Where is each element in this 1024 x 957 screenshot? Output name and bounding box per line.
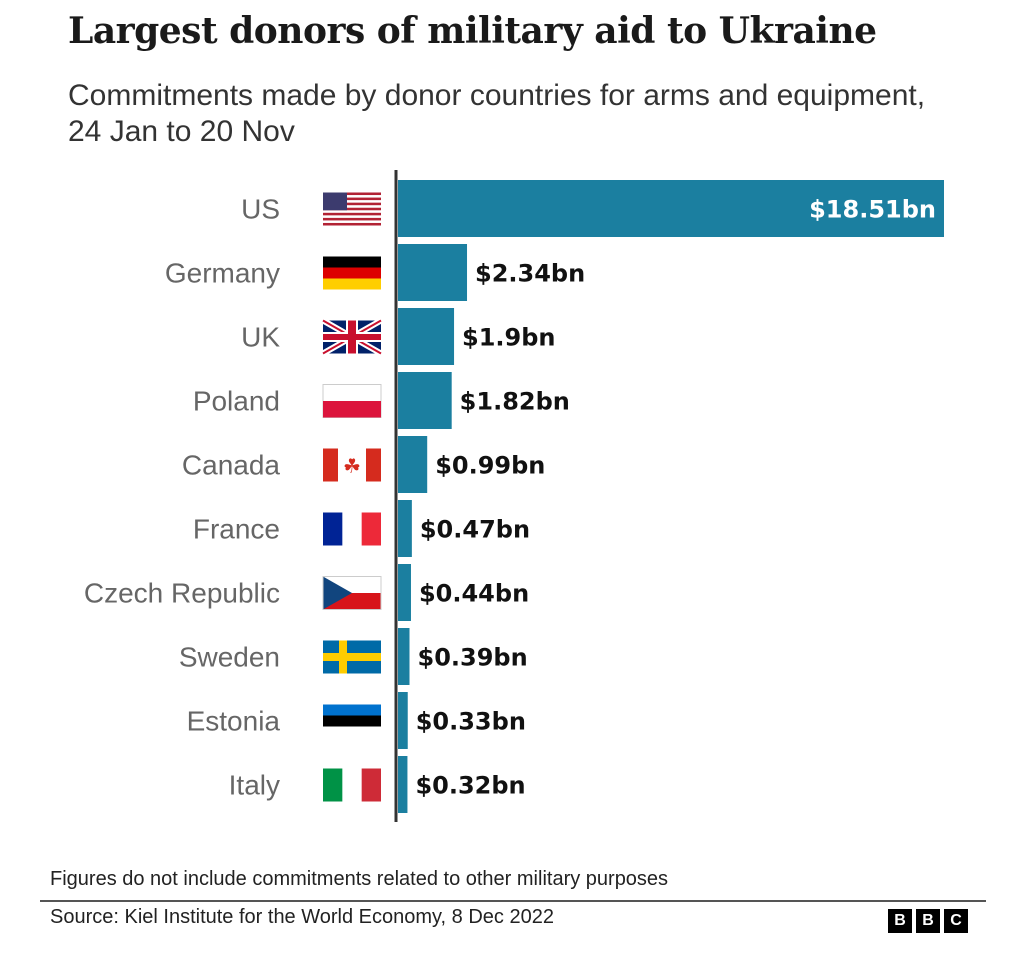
value-label: $2.34bn (475, 260, 585, 288)
chart-subtitle: Commitments made by donor countries for … (68, 79, 926, 148)
bbc-logo-b2: B (916, 909, 940, 933)
flag-uk-icon (321, 317, 383, 357)
value-label: $0.39bn (418, 644, 528, 672)
bar-row: Sweden $0.39bn (179, 628, 528, 685)
bar (398, 756, 408, 813)
value-label: $1.82bn (460, 388, 570, 416)
bar (398, 244, 468, 301)
bar-row: Poland $1.82bn (193, 372, 570, 429)
value-label: $0.33bn (416, 708, 526, 736)
bar-row: Canada ☘ $0.99bn (182, 436, 545, 493)
bar (398, 564, 411, 621)
bar-row: France $0.47bn (193, 500, 530, 557)
bar-row: UK $1.9bn (241, 308, 556, 365)
bar (398, 180, 944, 237)
bar (398, 308, 455, 365)
bar (398, 436, 428, 493)
bar-row: Estonia $0.33bn (187, 692, 526, 749)
flag-cz-icon (322, 576, 382, 610)
chart-title: Largest donors of military aid to Ukrain… (68, 10, 877, 52)
bar-row: Italy $0.32bn (229, 756, 526, 813)
value-label: $0.99bn (435, 452, 545, 480)
value-label: $0.32bn (415, 772, 525, 800)
bar (398, 692, 408, 749)
bar (398, 500, 412, 557)
category-label: US (241, 194, 280, 225)
bar (398, 372, 452, 429)
bar (398, 628, 410, 685)
bbc-logo: B B C (888, 909, 968, 933)
flag-ee-icon (323, 704, 381, 738)
flag-it-icon (323, 768, 381, 802)
category-label: UK (241, 322, 280, 353)
flag-fr-icon (323, 512, 381, 546)
svg-text:☘: ☘ (343, 456, 361, 478)
flag-ca-icon: ☘ (323, 448, 381, 482)
footnote: Figures do not include commitments relat… (50, 868, 669, 890)
bar-chart: US $18.51bn Germany $2.34bn UK $1.9bn Poland $1… (84, 170, 944, 822)
flag-de-icon (323, 256, 381, 290)
category-label: Poland (193, 386, 280, 417)
category-label: Canada (182, 450, 281, 481)
bbc-logo-c: C (944, 909, 968, 933)
category-label: Estonia (187, 706, 281, 737)
value-label: $1.9bn (462, 324, 555, 352)
bar-row: Germany $2.34bn (165, 244, 585, 301)
divider (40, 900, 986, 902)
bbc-logo-b1: B (888, 909, 912, 933)
value-label: $0.47bn (420, 516, 530, 544)
flag-pl-icon (322, 384, 382, 418)
category-label: Italy (229, 770, 280, 801)
category-label: Sweden (179, 642, 280, 673)
bar-row: US $18.51bn (241, 180, 944, 237)
flag-se-icon (323, 640, 381, 674)
category-label: France (193, 514, 280, 545)
bar-row: Czech Republic $0.44bn (84, 564, 529, 621)
category-label: Czech Republic (84, 578, 280, 609)
category-label: Germany (165, 258, 280, 289)
flag-us-icon (323, 192, 381, 226)
value-label: $0.44bn (419, 580, 529, 608)
source-text: Source: Kiel Institute for the World Eco… (50, 906, 554, 928)
value-label: $18.51bn (809, 196, 936, 224)
